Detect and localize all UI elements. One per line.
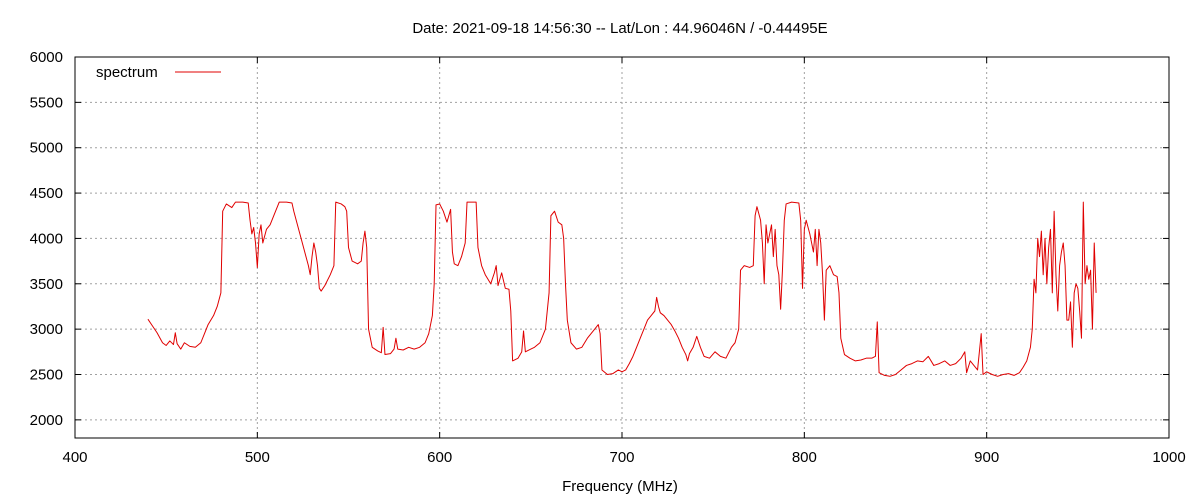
x-tick-label: 800 bbox=[792, 449, 817, 466]
y-tick-label: 3500 bbox=[30, 276, 63, 293]
series-line-spectrum bbox=[147, 201, 1097, 377]
y-tick-label: 5500 bbox=[30, 94, 63, 111]
x-tick-label: 700 bbox=[609, 449, 634, 466]
x-tick-label: 600 bbox=[427, 449, 452, 466]
grid-lines bbox=[75, 57, 1169, 438]
x-tick-label: 900 bbox=[974, 449, 999, 466]
series-group bbox=[147, 201, 1097, 377]
y-tick-label: 2500 bbox=[30, 367, 63, 384]
y-tick-label: 3000 bbox=[30, 321, 63, 338]
x-tick-label: 500 bbox=[245, 449, 270, 466]
legend-label: spectrum bbox=[96, 64, 158, 81]
legend: spectrum bbox=[96, 64, 221, 81]
y-tick-label: 4500 bbox=[30, 185, 63, 202]
x-tick-label: 400 bbox=[62, 449, 87, 466]
y-tick-label: 4000 bbox=[30, 230, 63, 247]
chart-title: Date: 2021-09-18 14:56:30 -- Lat/Lon : 4… bbox=[412, 20, 827, 37]
y-tick-label: 2000 bbox=[30, 412, 63, 429]
x-axis-label: Frequency (MHz) bbox=[562, 478, 678, 495]
y-tick-label: 6000 bbox=[30, 49, 63, 66]
y-tick-label: 5000 bbox=[30, 140, 63, 157]
x-tick-label: 1000 bbox=[1152, 449, 1185, 466]
axis-tick-labels: 400 500 600 700 800 900 1000 2000 2500 3000 3500 40… bbox=[30, 49, 1186, 466]
axis-ticks bbox=[74, 56, 1170, 438]
